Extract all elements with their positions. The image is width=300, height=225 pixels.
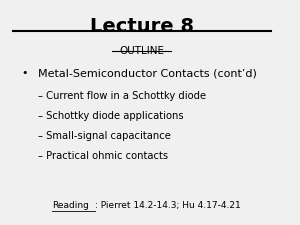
Text: – Schottky diode applications: – Schottky diode applications [38,111,184,122]
Text: Lecture 8: Lecture 8 [90,17,194,36]
Text: – Current flow in a Schottky diode: – Current flow in a Schottky diode [38,91,206,101]
Text: – Practical ohmic contacts: – Practical ohmic contacts [38,151,168,161]
Text: : Pierret 14.2-14.3; Hu 4.17-4.21: : Pierret 14.2-14.3; Hu 4.17-4.21 [95,201,241,210]
Text: Reading: Reading [52,201,89,210]
Text: – Small-signal capacitance: – Small-signal capacitance [38,131,171,141]
Text: Metal-Semiconductor Contacts (cont’d): Metal-Semiconductor Contacts (cont’d) [38,68,257,78]
Text: OUTLINE: OUTLINE [119,46,164,56]
Text: •: • [21,68,28,78]
